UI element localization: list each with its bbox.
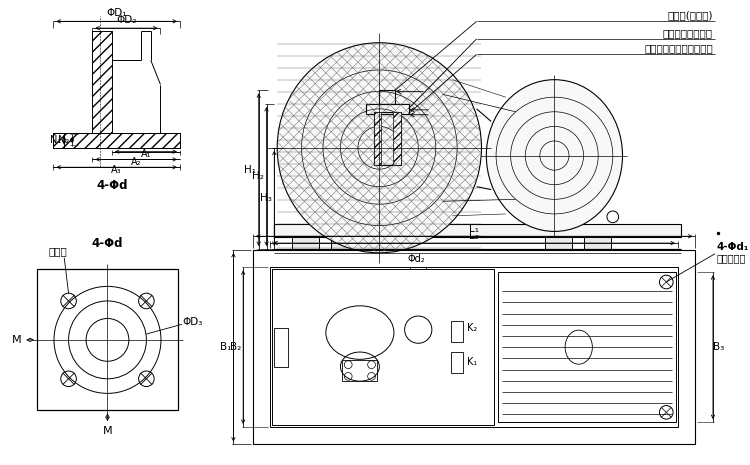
Bar (292, 237, 319, 249)
Text: A₃: A₃ (112, 165, 122, 175)
Bar (274, 224, 681, 237)
Bar (343, 360, 377, 381)
Text: A₁: A₁ (141, 149, 152, 159)
Text: 地脚细钉孔: 地脚细钉孔 (717, 252, 746, 263)
Text: N₂: N₂ (58, 135, 69, 145)
Text: H₁: H₁ (244, 165, 256, 175)
Text: M: M (12, 335, 22, 345)
Text: ΦD₃: ΦD₃ (183, 318, 203, 327)
Text: ΦD₂: ΦD₂ (116, 15, 136, 25)
Bar (393, 112, 400, 165)
Text: 4-Φd: 4-Φd (96, 179, 128, 192)
Text: K₂: K₂ (467, 323, 477, 333)
Bar (253, 250, 695, 445)
Text: ΦD₁: ΦD₁ (106, 8, 127, 19)
Bar (331, 237, 358, 249)
Text: 法兰孔: 法兰孔 (49, 246, 68, 256)
Bar (452, 352, 463, 373)
Bar (271, 267, 678, 427)
Ellipse shape (278, 43, 482, 253)
Text: 4-Φd: 4-Φd (92, 237, 123, 250)
Bar (452, 321, 463, 342)
Bar (53, 133, 180, 148)
Ellipse shape (486, 80, 622, 232)
Bar (92, 31, 112, 133)
Text: H₃: H₃ (260, 193, 272, 203)
Text: Φd₂: Φd₂ (407, 254, 425, 265)
Bar (380, 90, 395, 104)
Bar (272, 269, 494, 425)
Text: H₂: H₂ (252, 172, 263, 181)
Text: N₁: N₁ (50, 135, 62, 146)
Text: B₂: B₂ (230, 342, 242, 352)
Bar (274, 328, 288, 366)
Text: 用法兰联接的进气口平面: 用法兰联接的进气口平面 (644, 43, 713, 53)
Bar (544, 237, 572, 249)
Bar (584, 237, 610, 249)
Text: 4-Φd₁: 4-Φd₁ (717, 242, 749, 252)
Text: L₁: L₁ (470, 224, 479, 234)
Text: 排气管(在侧面): 排气管(在侧面) (668, 10, 713, 20)
Bar (374, 112, 381, 165)
Bar (374, 112, 400, 165)
Text: B₃: B₃ (713, 342, 724, 352)
Bar (366, 104, 409, 114)
Bar (37, 269, 178, 411)
Text: 进气口软管联接处: 进气口软管联接处 (663, 28, 713, 38)
Text: K₁: K₁ (467, 357, 477, 367)
Text: A₂: A₂ (131, 157, 142, 167)
Text: B₁: B₁ (220, 342, 232, 352)
Text: L₂: L₂ (470, 231, 479, 241)
Bar (498, 272, 676, 422)
Text: M: M (103, 426, 112, 436)
